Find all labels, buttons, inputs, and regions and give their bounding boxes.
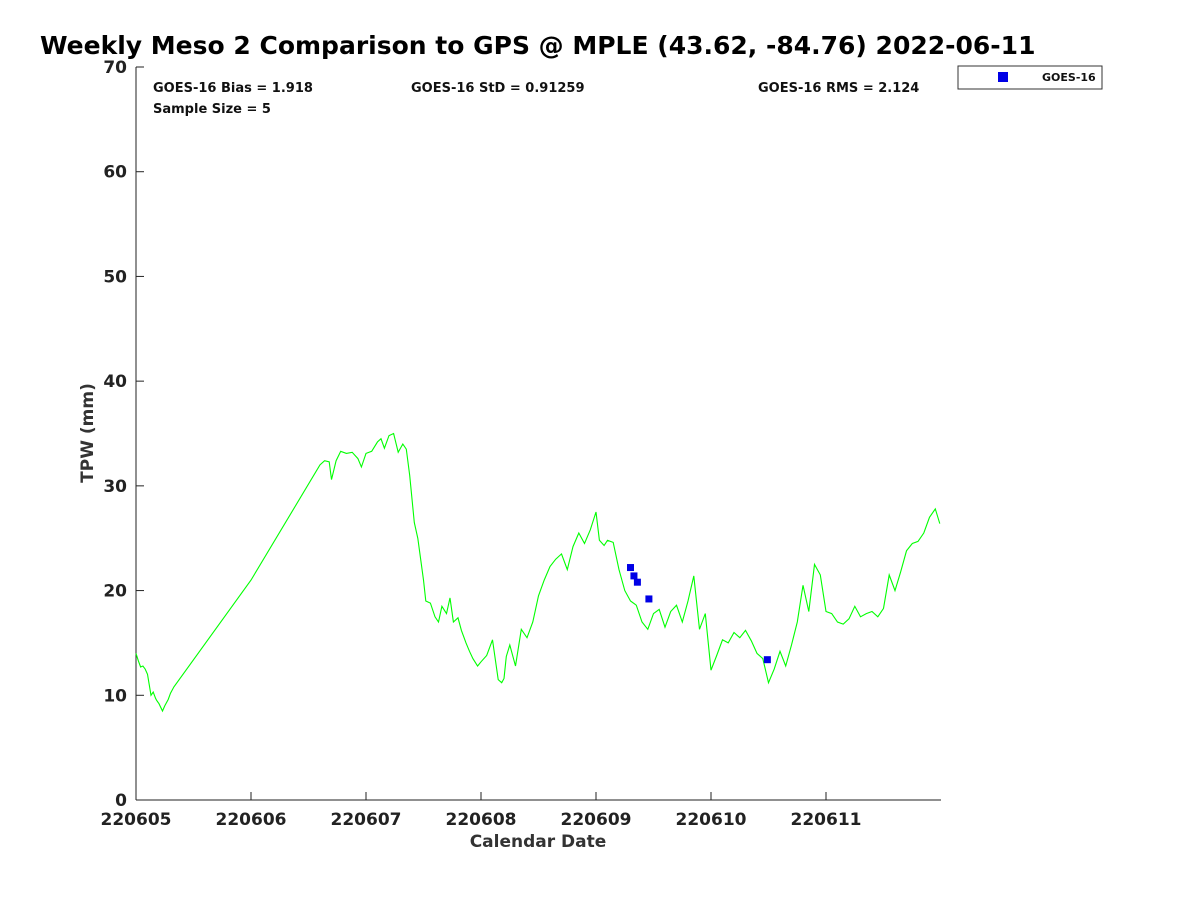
x-tick-label: 220605 — [101, 810, 172, 830]
legend-box — [957, 65, 1103, 90]
goes16-point — [645, 595, 653, 603]
legend: GOES-16 — [957, 65, 1103, 90]
y-tick-label: 10 — [103, 686, 127, 706]
stat-sample-size: Sample Size = 5 — [153, 102, 271, 117]
goes16-point — [633, 578, 641, 586]
plot-frame — [136, 67, 941, 800]
x-ticks: 220605 220606 220607 220608 220609 220610 2206… — [101, 792, 862, 830]
goes16-point — [627, 564, 634, 572]
x-tick-label: 220611 — [791, 810, 862, 830]
y-tick-label: 50 — [103, 267, 127, 287]
x-axis-label: Calendar Date — [470, 832, 607, 852]
y-tick-label: 70 — [103, 58, 127, 78]
gps-tpw-line — [135, 432, 941, 713]
stat-bias: GOES-16 Bias = 1.918 — [153, 81, 313, 96]
y-tick-label: 0 — [115, 791, 127, 811]
series-layer — [135, 432, 941, 713]
y-axis-label: TPW (mm) — [78, 383, 98, 483]
chart-title: Weekly Meso 2 Comparison to GPS @ MPLE (… — [40, 31, 1035, 60]
y-ticks: 0 10 20 30 40 50 60 70 — [103, 58, 144, 811]
y-tick-label: 20 — [103, 582, 127, 602]
x-tick-label: 220608 — [446, 810, 517, 830]
x-tick-label: 220606 — [216, 810, 287, 830]
goes16-point — [763, 656, 771, 664]
y-tick-label: 60 — [103, 163, 127, 183]
stat-rms: GOES-16 RMS = 2.124 — [758, 81, 919, 96]
stat-std: GOES-16 StD = 0.91259 — [411, 81, 585, 96]
y-tick-label: 30 — [103, 477, 127, 497]
legend-label-goes16: GOES-16 — [1042, 71, 1096, 84]
x-tick-label: 220607 — [331, 810, 402, 830]
x-tick-label: 220610 — [676, 810, 747, 830]
legend-marker-goes16 — [998, 72, 1008, 82]
y-tick-label: 40 — [103, 372, 127, 392]
plot-area: 0 10 20 30 40 50 60 70 220605 220606 220607 220608… — [101, 58, 941, 830]
goes16-point — [630, 572, 638, 580]
x-tick-label: 220609 — [561, 810, 632, 830]
